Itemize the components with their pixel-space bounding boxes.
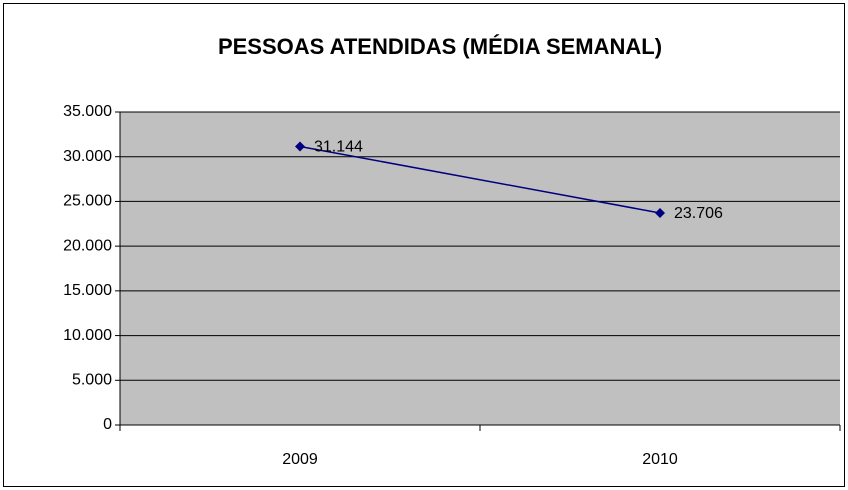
y-tick-label: 0 [103,416,112,433]
y-tick-label: 30.000 [63,148,112,165]
y-tick-label: 5.000 [72,372,112,389]
y-tick-label: 15.000 [63,282,112,299]
x-tick-label: 2010 [642,451,678,468]
y-tick-label: 10.000 [63,327,112,344]
chart-title: PESSOAS ATENDIDAS (MÉDIA SEMANAL) [218,34,662,59]
y-tick-label: 25.000 [63,193,112,210]
plot-area [120,112,840,425]
y-tick-label: 20.000 [63,237,112,254]
marker [655,208,665,219]
data-label: 23.706 [674,205,723,222]
x-tick-label: 2009 [282,451,318,468]
y-tick-label: 35.000 [63,103,112,120]
marker [295,141,305,152]
data-label: 31.144 [314,139,363,156]
line [299,145,661,214]
